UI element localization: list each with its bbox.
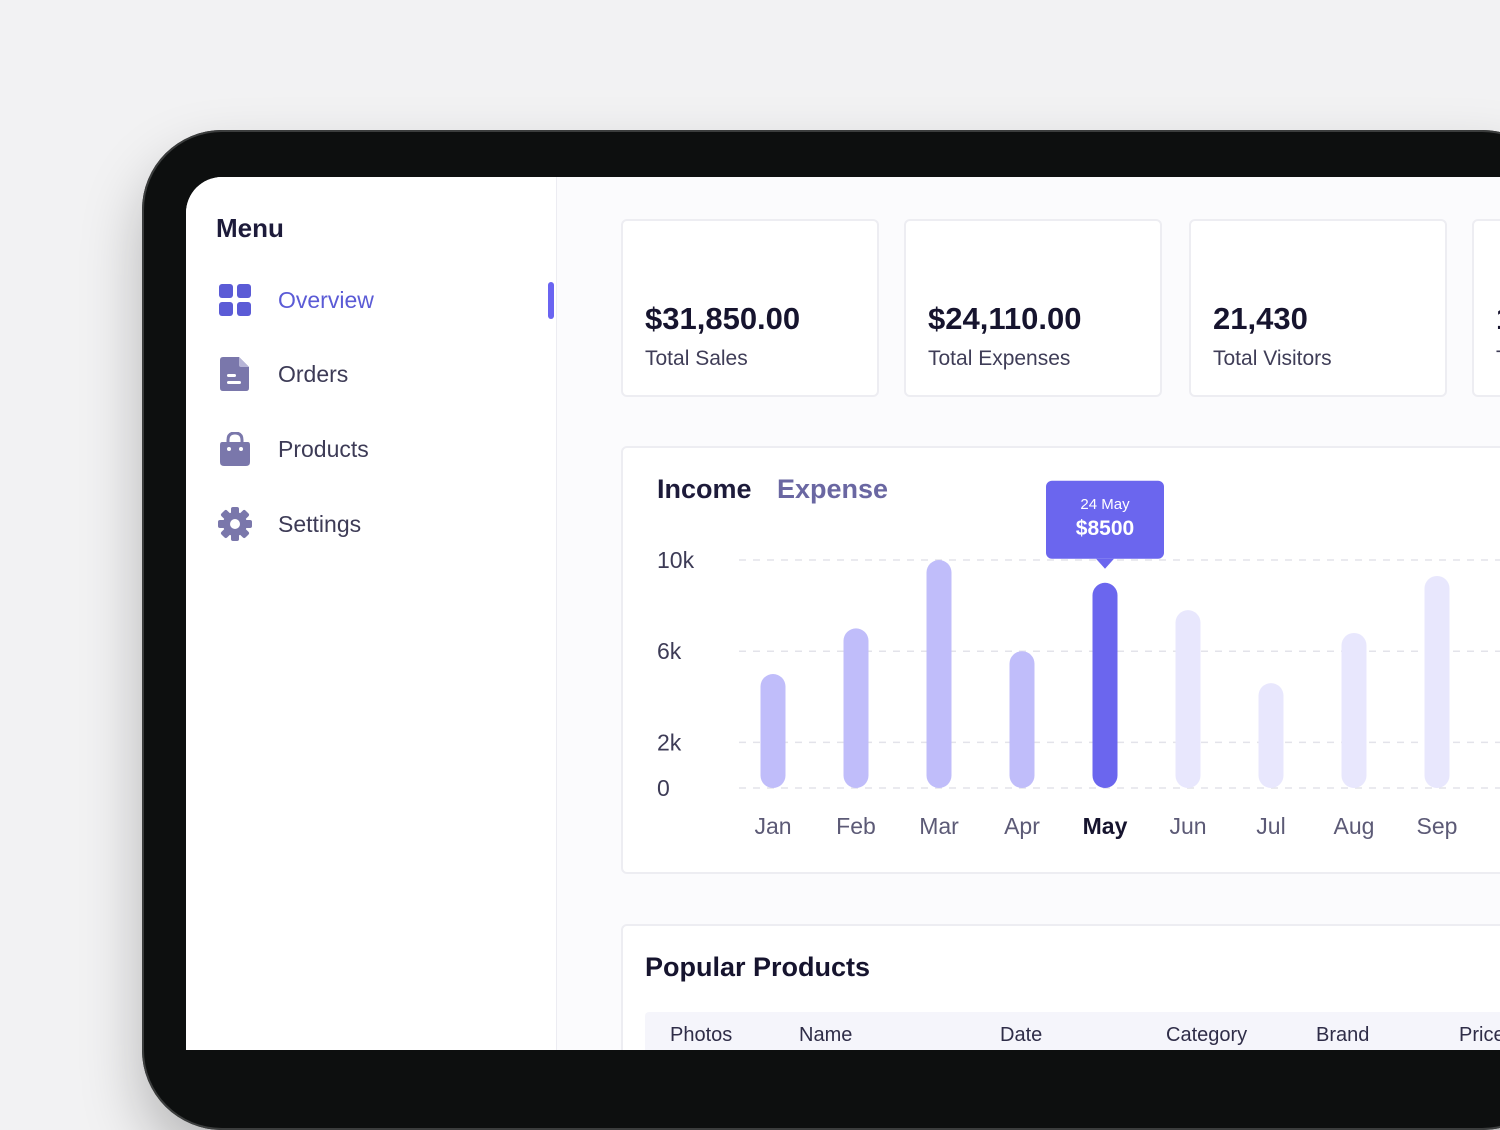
popular-products-card: Popular Products Photos Name Date Catego… (621, 924, 1500, 1050)
x-tick-label: May (1083, 813, 1128, 839)
y-tick-label: 6k (657, 638, 682, 664)
column-header-name[interactable]: Name (799, 1024, 853, 1046)
stat-card-partial: 1 T (1472, 219, 1500, 397)
y-tick-label: 0 (657, 775, 670, 801)
sidebar: Menu Overview Order (186, 177, 557, 1050)
sidebar-item-label: Overview (278, 286, 374, 313)
column-header-photos[interactable]: Photos (670, 1024, 733, 1046)
gear-icon (216, 505, 254, 543)
x-tick-label: Mar (919, 813, 959, 839)
grid-icon (216, 281, 254, 319)
sidebar-item-label: Settings (278, 510, 362, 537)
stat-card-total-expenses: $24,110.00 Total Expenses (904, 219, 1162, 397)
tooltip-box (1046, 480, 1164, 559)
x-tick-label: Jun (1169, 813, 1206, 839)
bar-jun (1175, 610, 1201, 788)
column-header-price[interactable]: Price (1459, 1024, 1500, 1046)
stat-label: Total Sales (645, 347, 748, 370)
bar-may (1092, 582, 1118, 788)
main-content: $31,850.00 Total Sales $24,110.00 Total … (557, 177, 1500, 1050)
stat-label: T (1496, 347, 1500, 371)
tooltip-date: 24 May (1080, 496, 1130, 513)
sidebar-item-overview[interactable]: Overview (216, 278, 546, 322)
bar-jul (1258, 683, 1284, 788)
column-header-category[interactable]: Category (1166, 1024, 1248, 1046)
stat-value: 1 (1496, 301, 1500, 337)
bar-feb (843, 628, 869, 788)
column-header-date[interactable]: Date (1000, 1024, 1043, 1046)
bar-sep (1424, 575, 1450, 788)
x-tick-label: Feb (836, 813, 876, 839)
tab-income[interactable]: Income (657, 474, 752, 504)
stat-value: $24,110.00 (928, 301, 1082, 336)
bar-mar (926, 560, 952, 788)
stat-label: Total Visitors (1213, 347, 1332, 370)
bar-aug (1341, 632, 1367, 788)
y-tick-label: 10k (657, 547, 695, 573)
shopping-bag-icon (216, 430, 254, 468)
sidebar-item-label: Products (278, 435, 369, 462)
sidebar-item-products[interactable]: Products (216, 427, 546, 471)
stat-card-total-sales: $31,850.00 Total Sales (621, 219, 879, 397)
stat-value: 21,430 (1213, 301, 1308, 336)
menu-title: Menu (216, 213, 284, 243)
bar-jan (760, 674, 786, 788)
tooltip-value: $8500 (1076, 517, 1134, 540)
stat-value: $31,850.00 (645, 301, 801, 336)
stat-card-total-visitors: 21,430 Total Visitors (1189, 219, 1447, 397)
x-tick-label: Aug (1334, 813, 1375, 839)
stat-label: Total Expenses (928, 347, 1071, 370)
x-tick-label: Jul (1256, 813, 1285, 839)
sidebar-item-settings[interactable]: Settings (216, 502, 546, 546)
x-tick-label: Jan (754, 813, 791, 839)
sidebar-item-orders[interactable]: Orders (216, 352, 546, 396)
table-header: Photos Name Date Category Brand Price (645, 1012, 1500, 1050)
bar-chart: 02k6k10kJanFebMarAprMayJunJulAugSepOct24… (657, 480, 1500, 839)
column-header-brand[interactable]: Brand (1316, 1024, 1370, 1046)
app-screen: Menu Overview Order (186, 177, 1500, 1050)
tab-expense[interactable]: Expense (777, 474, 889, 504)
y-tick-label: 2k (657, 729, 682, 755)
income-chart-card: Income Expense 0 2k 6k 10k Jan Feb Mar Apr May Ju… (621, 446, 1500, 874)
x-tick-label: Apr (1004, 813, 1040, 839)
sidebar-item-label: Orders (278, 360, 349, 387)
document-icon (216, 355, 254, 393)
tooltip-pointer (1096, 558, 1114, 569)
x-tick-label: Sep (1417, 813, 1458, 839)
products-title: Popular Products (645, 952, 871, 982)
bar-apr (1009, 651, 1035, 788)
active-indicator (548, 282, 554, 319)
